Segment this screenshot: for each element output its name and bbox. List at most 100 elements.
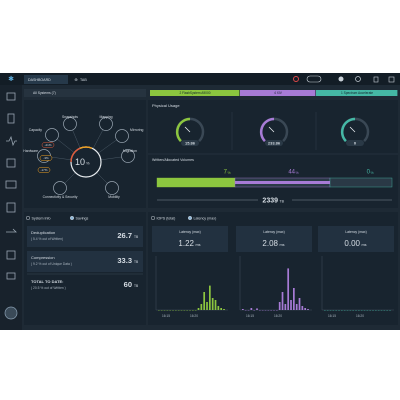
latency-bar	[298, 298, 301, 310]
nav-monitor[interactable]	[5, 180, 17, 189]
latency-bar	[250, 308, 253, 310]
radio-label[interactable]: Savings	[76, 216, 89, 220]
gauge-needle	[184, 126, 191, 133]
alert-icon[interactable]	[293, 76, 299, 82]
section-title: Written/Allocated Volumes	[152, 158, 194, 162]
system-segment[interactable]	[240, 90, 316, 96]
total-unit: TB	[280, 199, 285, 203]
theme-icon[interactable]	[338, 76, 344, 82]
gauge-value: 0	[354, 140, 357, 145]
latency-bar	[256, 308, 258, 310]
badge-label: -21%	[44, 143, 51, 147]
latency-bar	[287, 268, 290, 310]
radio-label[interactable]: Latency (max)	[194, 216, 217, 220]
health-node[interactable]	[105, 181, 119, 195]
percent-value: 7	[224, 170, 228, 176]
x-tick-label: 16:15	[162, 314, 170, 318]
tab[interactable]	[24, 75, 68, 84]
savings-unit: TB	[134, 235, 139, 239]
savings-unit: TB	[134, 284, 139, 288]
x-tick-label: 16:20	[274, 314, 282, 318]
nav-home[interactable]	[6, 92, 16, 101]
percent-unit: %	[296, 171, 299, 175]
health-node[interactable]	[45, 128, 59, 142]
system-segment[interactable]	[150, 90, 240, 96]
badge-label: -3%	[43, 156, 49, 160]
savings-note: ( 5.4 % out of Written)	[31, 237, 63, 241]
node-label: Mobility	[108, 195, 120, 199]
system-segment[interactable]	[316, 90, 398, 96]
latency-title: Latency (max)	[345, 230, 366, 234]
radio[interactable]	[150, 215, 156, 221]
nav-access[interactable]	[6, 250, 16, 260]
latency-bar	[220, 308, 223, 310]
nav-settings[interactable]	[6, 272, 16, 280]
nav-hosts[interactable]	[6, 228, 17, 233]
radio[interactable]	[25, 215, 31, 221]
nav-volumes[interactable]	[6, 202, 16, 213]
latency-bar	[304, 308, 307, 310]
gauge-needle	[268, 126, 275, 133]
health-node[interactable]	[121, 149, 135, 163]
badge	[37, 167, 51, 173]
node-label: Connectivity & Security	[43, 195, 78, 199]
logout-icon[interactable]	[388, 76, 395, 83]
latency-card	[236, 226, 312, 252]
gauge-value-pill	[181, 140, 199, 146]
sidebar	[0, 85, 22, 330]
health-node[interactable]	[115, 129, 129, 143]
system-label: 4 XIV	[274, 91, 283, 95]
toggle-icon[interactable]	[306, 75, 322, 83]
logo: ✱	[8, 75, 14, 83]
nav-storage[interactable]	[6, 158, 16, 168]
latency-bar	[217, 306, 220, 310]
user-avatar[interactable]	[4, 306, 18, 320]
latency-bar	[284, 304, 287, 310]
savings-row	[27, 251, 143, 272]
radio-label[interactable]: IOPS (total)	[157, 216, 176, 220]
radio[interactable]	[187, 215, 193, 221]
gauge-arc	[340, 117, 356, 142]
gauge-value-pill	[265, 140, 283, 146]
tab-label[interactable]: TAB	[80, 78, 87, 82]
latency-unit: ms	[280, 243, 285, 247]
savings-label: TOTAL TO DATE:	[31, 279, 64, 284]
percent-unit: %	[228, 171, 231, 175]
top-bar	[0, 73, 400, 85]
x-tick-label: 16:15	[328, 314, 336, 318]
latency-title: Latency (max)	[263, 230, 284, 234]
gauge-value: 15.86	[185, 140, 196, 145]
nav-performance[interactable]	[6, 135, 17, 147]
nav-device[interactable]	[7, 113, 15, 124]
savings-label: Deduplication	[31, 230, 55, 235]
volume-segment-fill	[235, 181, 330, 184]
latency-bar	[197, 308, 200, 310]
savings-row	[27, 226, 143, 247]
system-label: 1 Spectrum Accelerate	[341, 91, 373, 95]
latency-bar	[242, 309, 244, 310]
gauge-value-pill	[346, 140, 364, 146]
node-label: Mapping	[99, 115, 112, 119]
node-label: Capacity	[29, 128, 42, 132]
health-node[interactable]	[63, 117, 77, 131]
help-icon[interactable]	[355, 76, 361, 82]
center-unit: %	[86, 161, 90, 166]
health-node[interactable]	[99, 117, 113, 131]
center-value: 10	[75, 157, 85, 167]
health-node[interactable]	[53, 181, 67, 195]
node-label: Snapshots	[62, 115, 78, 119]
radio-label[interactable]: System Info	[32, 216, 51, 220]
latency-unit: ms	[362, 243, 367, 247]
user-icon[interactable]	[373, 76, 379, 83]
latency-bar	[211, 298, 214, 310]
volume-segment	[329, 177, 393, 188]
x-tick-label: 16:20	[190, 314, 198, 318]
radio[interactable]	[69, 215, 75, 221]
node-label: Migration	[123, 149, 137, 153]
system-label: 2 FlashSystem A9000	[179, 91, 210, 95]
gauge-value: 233.86	[268, 140, 281, 145]
total-value: 2339	[262, 197, 278, 204]
scope-select[interactable]	[24, 89, 146, 97]
